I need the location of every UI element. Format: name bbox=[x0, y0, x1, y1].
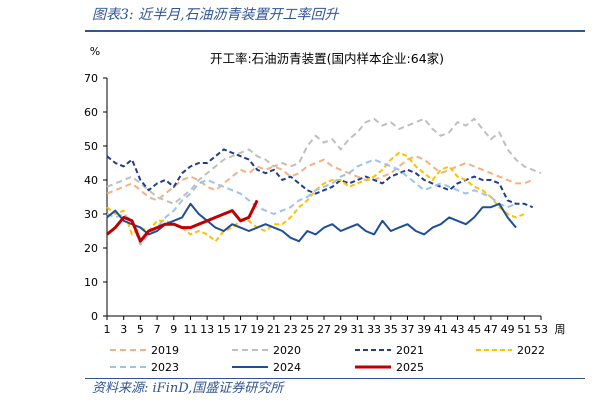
series-line-2020 bbox=[106, 117, 542, 205]
chart-title: 开工率:石油沥青装置(国内样本企业:64家) bbox=[210, 51, 444, 66]
x-tick-label: 35 bbox=[384, 323, 398, 336]
x-tick-label: 43 bbox=[451, 323, 465, 336]
x-tick-label: 25 bbox=[300, 323, 314, 336]
x-tick-label: 37 bbox=[400, 323, 414, 336]
source-rule bbox=[85, 378, 585, 379]
figure-title: 图表3: 近半月,石油沥青装置开工率回升 bbox=[92, 7, 339, 23]
y-tick-label: 20 bbox=[84, 242, 98, 255]
series-lines bbox=[106, 117, 542, 246]
y-tick-label: 70 bbox=[84, 72, 98, 85]
series-line-2022 bbox=[106, 151, 525, 243]
x-tick-label: 41 bbox=[434, 323, 448, 336]
x-tick-label: 39 bbox=[417, 323, 431, 336]
legend-label-2023: 2023 bbox=[151, 361, 179, 374]
x-tick-label: 29 bbox=[334, 323, 348, 336]
legend-label-2022: 2022 bbox=[517, 344, 545, 357]
x-axis-unit-label: 周 bbox=[555, 323, 566, 336]
x-tick-label: 51 bbox=[517, 323, 531, 336]
y-tick-label: 0 bbox=[91, 310, 98, 323]
x-tick-label: 9 bbox=[170, 323, 177, 336]
legend-label-2024: 2024 bbox=[273, 361, 301, 374]
x-tick-label: 21 bbox=[267, 323, 281, 336]
x-tick-label: 19 bbox=[250, 323, 264, 336]
x-tick-label: 53 bbox=[534, 323, 548, 336]
y-tick-label: 40 bbox=[84, 174, 98, 187]
series-line-2019 bbox=[106, 155, 534, 202]
x-tick-label: 7 bbox=[154, 323, 161, 336]
legend-label-2019: 2019 bbox=[151, 344, 179, 357]
series-line-2023 bbox=[106, 158, 517, 246]
x-tick-label: 31 bbox=[350, 323, 364, 336]
y-tick-labels: 0 10 20 30 40 50 60 70 bbox=[84, 72, 98, 323]
title-rule bbox=[85, 30, 585, 32]
x-tick-label: 23 bbox=[284, 323, 298, 336]
legend: 2019 2020 2021 2022 2023 2024 2025 bbox=[110, 344, 545, 374]
x-tick-label: 17 bbox=[234, 323, 248, 336]
axes bbox=[103, 77, 542, 320]
y-tick-label: 60 bbox=[84, 106, 98, 119]
x-tick-label: 49 bbox=[501, 323, 515, 336]
x-tick-label: 33 bbox=[367, 323, 381, 336]
y-tick-label: 10 bbox=[84, 276, 98, 289]
x-tick-label: 27 bbox=[317, 323, 331, 336]
series-line-2021 bbox=[106, 148, 534, 209]
series-line-2025 bbox=[106, 199, 259, 243]
x-tick-label: 5 bbox=[137, 323, 144, 336]
x-tick-label: 1 bbox=[104, 323, 111, 336]
x-tick-labels: 1 3 5 7 9 11 13 15 17 19 21 23 25 27 29 31 33 35 37 39 41 43 4… bbox=[104, 323, 549, 336]
source-note: 资料来源: iFinD,国盛证券研究所 bbox=[92, 381, 284, 396]
y-tick-label: 30 bbox=[84, 208, 98, 221]
y-tick-label: 50 bbox=[84, 140, 98, 153]
legend-label-2021: 2021 bbox=[396, 344, 424, 357]
x-tick-label: 3 bbox=[120, 323, 127, 336]
y-axis-unit-label: % bbox=[90, 45, 100, 58]
legend-label-2025: 2025 bbox=[396, 361, 424, 374]
x-tick-label: 47 bbox=[484, 323, 498, 336]
x-tick-label: 11 bbox=[183, 323, 197, 336]
x-tick-label: 45 bbox=[467, 323, 481, 336]
x-tick-label: 15 bbox=[217, 323, 231, 336]
legend-label-2020: 2020 bbox=[273, 344, 301, 357]
x-tick-label: 13 bbox=[200, 323, 214, 336]
series-line-2024 bbox=[106, 202, 517, 243]
